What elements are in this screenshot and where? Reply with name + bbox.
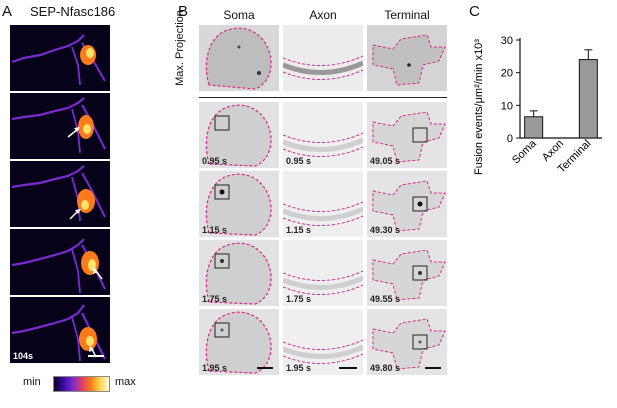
terminal-row-1: 49.05 s xyxy=(367,102,447,168)
time-label: 1.95 s xyxy=(286,363,312,373)
time-label: 1.95 s xyxy=(202,363,228,373)
time-label: 0.95 s xyxy=(286,156,312,166)
terminal-row-4: 49.80 s xyxy=(367,309,447,375)
x-tick-label-soma: Soma xyxy=(510,137,539,166)
time-label: 1.15 s xyxy=(202,225,228,235)
axon-row-4: 1.95 s xyxy=(283,309,363,375)
soma-row-2: 1.15 s xyxy=(199,171,279,237)
terminal-row-3: 49.55 s xyxy=(367,240,447,306)
axon-row-2: 1.15 s xyxy=(283,171,363,237)
time-label: 1.15 s xyxy=(286,225,312,235)
scale-bar xyxy=(339,367,357,369)
maxproj-soma xyxy=(199,25,279,91)
y-tick-label: 10 xyxy=(501,100,513,112)
row-separator xyxy=(199,97,447,98)
maxproj-axon xyxy=(283,25,363,91)
time-label: 1.75 s xyxy=(202,294,228,304)
heatmap-frame-4 xyxy=(10,229,110,295)
panel-b-letter: B xyxy=(178,3,189,20)
heatmap-frame-3 xyxy=(10,161,110,227)
heatmap-frame-1 xyxy=(10,25,110,91)
y-tick-label: 20 xyxy=(501,68,513,80)
column-header-soma: Soma xyxy=(223,8,255,22)
y-axis-label: Fusion events/μm²/min x10³ xyxy=(473,39,485,175)
time-label: 0.95 s xyxy=(202,156,228,166)
axon-row-1: 0.95 s xyxy=(283,102,363,168)
time-label: 49.80 s xyxy=(370,363,401,373)
column-header-axon: Axon xyxy=(309,8,337,22)
row-label-max-projection: Max. Projection xyxy=(174,10,186,86)
time-label: 49.05 s xyxy=(370,156,401,166)
panel-a-letter: A xyxy=(2,3,13,20)
y-tick-label: 30 xyxy=(501,35,513,47)
time-label: 1.75 s xyxy=(286,294,312,304)
colorbar-min-label: min xyxy=(23,376,41,388)
soma-row-4: 1.95 s xyxy=(199,309,279,375)
y-tick-label: 0 xyxy=(507,133,513,145)
heatmap-frame-5: 104s xyxy=(10,297,110,363)
bar-soma xyxy=(524,116,544,139)
heatmap-frame-2 xyxy=(10,93,110,159)
colorbar xyxy=(53,376,110,392)
terminal-row-2: 49.30 s xyxy=(367,171,447,237)
scale-bar xyxy=(88,355,104,357)
column-header-terminal: Terminal xyxy=(384,8,430,22)
scale-bar xyxy=(425,367,441,369)
maxproj-terminal xyxy=(367,25,447,91)
soma-row-3: 1.75 s xyxy=(199,240,279,306)
panel-c-letter: C xyxy=(469,3,480,20)
bar-terminal xyxy=(578,59,598,139)
time-label: 49.55 s xyxy=(370,294,401,304)
frame-time-label: 104s xyxy=(13,351,34,361)
axon-row-3: 1.75 s xyxy=(283,240,363,306)
colorbar-max-label: max xyxy=(115,376,136,388)
time-label: 49.30 s xyxy=(370,225,401,235)
scale-bar xyxy=(257,367,273,369)
soma-row-1: 0.95 s xyxy=(199,102,279,168)
panel-a-title: SEP-Nfasc186 xyxy=(30,4,116,19)
